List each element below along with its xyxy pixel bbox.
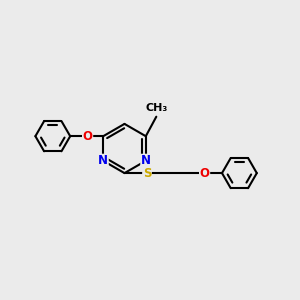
- Text: S: S: [143, 167, 151, 180]
- Text: O: O: [200, 167, 210, 180]
- Text: N: N: [141, 154, 151, 167]
- Text: O: O: [82, 130, 93, 143]
- Text: CH₃: CH₃: [145, 103, 167, 113]
- Text: N: N: [98, 154, 108, 167]
